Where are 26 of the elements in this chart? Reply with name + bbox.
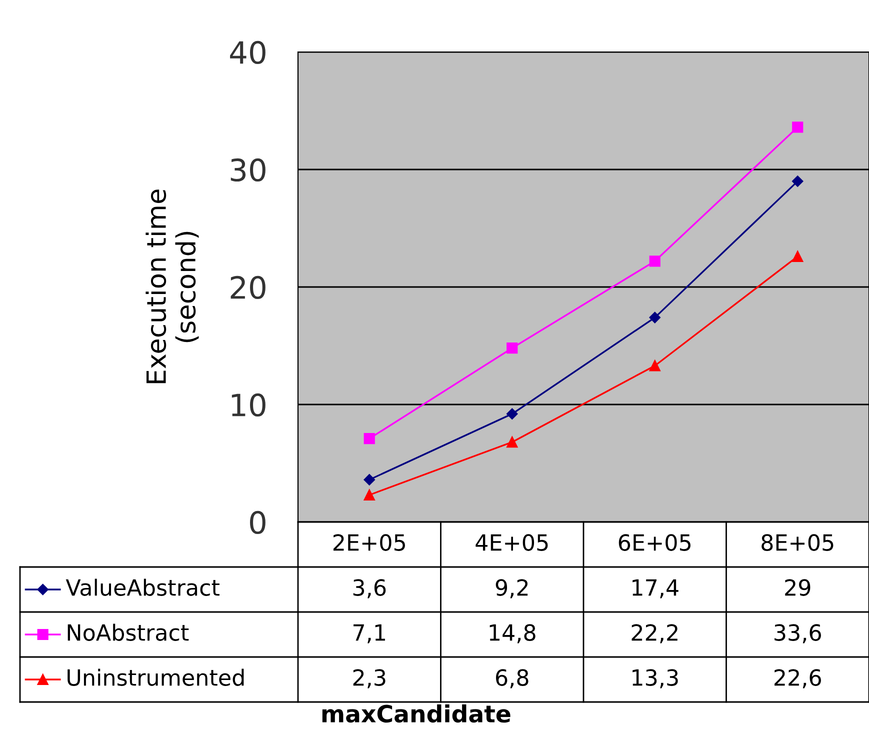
data-label: 3,6 xyxy=(353,579,386,598)
data-label: 22,6 xyxy=(774,669,821,688)
x-tick-label: 4E+05 xyxy=(476,534,548,551)
y-axis-title: Execution time (second) xyxy=(146,190,199,384)
data-label: 14,8 xyxy=(490,624,536,644)
data-label: 9,2 xyxy=(496,579,528,598)
y-tick-label: 30 xyxy=(230,158,266,182)
x-tick-label: 6E+05 xyxy=(618,534,690,551)
legend-label: Uninstrumented xyxy=(68,668,244,686)
x-tick-label: 8E+05 xyxy=(762,534,834,551)
y-tick-label: 20 xyxy=(230,276,266,300)
y-tick-label: 40 xyxy=(230,40,266,64)
data-label: 17,4 xyxy=(632,579,678,598)
data-label: 29 xyxy=(785,579,810,596)
legend-label: ValueAbstract xyxy=(66,578,220,596)
data-label: 22,2 xyxy=(632,624,678,644)
legend-label: NoAbstract xyxy=(68,624,189,641)
y-tick-label: 10 xyxy=(232,393,266,417)
text: maxCandidate xyxy=(322,704,510,723)
data-label: 33,6 xyxy=(774,624,821,644)
data-label: 13,3 xyxy=(632,669,678,688)
x-tick-label: 2E+05 xyxy=(333,534,405,551)
data-label: 2,3 xyxy=(353,669,386,688)
data-label: 7,1 xyxy=(354,624,385,644)
data-label: 6,8 xyxy=(496,669,528,688)
y-tick-label: 0 xyxy=(250,510,266,534)
